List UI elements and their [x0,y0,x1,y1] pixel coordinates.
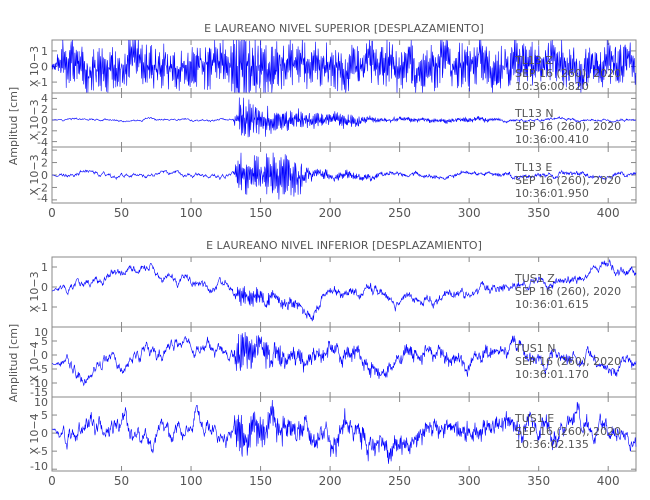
start-time-label: 10:36:00.820 [515,80,589,93]
y-scale-label: X 10−3 [28,46,41,87]
y-tick-label: -4 [37,192,48,205]
station-component-label: TL13 Z [514,54,553,67]
x-tick-label: 100 [180,474,203,488]
y-axis-label-lower: Amplitud [cm] [7,324,20,402]
station-component-label: TUS1 Z [514,272,555,285]
y-tick-label: -4 [37,136,48,149]
y-scale-label: X 10−3 [28,271,41,312]
y-tick-label: -15 [30,386,48,399]
x-tick-label: 200 [319,206,342,220]
start-time-label: 10:36:02.135 [515,438,589,451]
y-tick-label: 0 [41,427,48,440]
y-tick-label: -10 [30,460,48,473]
waveform-trace [51,39,637,94]
x-tick-label: 350 [527,474,550,488]
y-tick-label: 2 [41,103,48,116]
chart-title-lower: E LAUREANO NIVEL INFERIOR [DESPLAZAMIENT… [206,239,482,252]
waveform-trace [51,258,637,322]
x-tick-label: 400 [597,474,620,488]
y-tick-label: -5 [37,445,48,458]
y-tick-label: 0 [41,114,48,127]
y-tick-label: -1 [37,76,48,89]
y-tick-label: 10 [34,326,48,339]
y-tick-label: 4 [41,92,48,105]
station-component-label: TL13 N [514,107,554,120]
y-tick-label: -5 [37,363,48,376]
y-tick-label: -10 [30,377,48,390]
x-tick-label: 350 [527,206,550,220]
x-tick-label: 0 [48,474,56,488]
y-tick-label: 0 [41,61,48,74]
waveform-trace [52,97,637,138]
y-tick-label: -1 [37,301,48,314]
x-tick-label: 150 [249,206,272,220]
date-label: SEP 16 (260), 2020 [515,120,621,133]
y-tick-label: 2 [41,157,48,170]
start-time-label: 10:36:01.170 [515,368,589,381]
x-tick-label: 200 [319,474,342,488]
date-label: SEP 16 (260), 2020 [515,67,621,80]
y-tick-label: 0 [41,281,48,294]
y-tick-label: 1 [41,45,48,58]
date-label: SEP 16 (260), 2020 [515,425,621,438]
y-tick-label: -2 [37,125,48,138]
x-tick-label: 250 [388,474,411,488]
x-tick-label: 150 [249,474,272,488]
date-label: SEP 16 (260), 2020 [515,355,621,368]
station-component-label: TUS1 E [514,412,554,425]
chart-title-upper: E LAUREANO NIVEL SUPERIOR [DESPLAZAMIENT… [204,22,484,35]
y-tick-label: -2 [37,181,48,194]
x-tick-label: 300 [458,474,481,488]
y-tick-label: 5 [41,409,48,422]
y-scale-label: X 10−3 [28,154,41,195]
station-component-label: TL13 E [514,161,552,174]
start-time-label: 10:36:01.615 [515,298,589,311]
waveform-trace [51,332,637,387]
y-axis-label-upper: Amplitud [cm] [7,87,20,165]
y-tick-label: 4 [41,146,48,159]
y-tick-label: 0 [41,169,48,182]
y-tick-label: 5 [41,335,48,348]
start-time-label: 10:36:01.950 [515,187,589,200]
start-time-label: 10:36:00.410 [515,133,589,146]
x-tick-label: 100 [180,206,203,220]
date-label: SEP 16 (260), 2020 [515,174,621,187]
date-label: SEP 16 (260), 2020 [515,285,621,298]
x-tick-label: 250 [388,206,411,220]
waveform-trace [52,152,637,200]
y-tick-label: 10 [34,396,48,409]
waveform-trace [51,399,637,464]
x-tick-label: 50 [114,474,129,488]
x-tick-label: 50 [114,206,129,220]
station-component-label: TUS1 N [514,342,555,355]
panel-frame [51,396,637,472]
y-tick-label: 0 [41,349,48,362]
y-scale-label: X 10−4 [28,341,41,382]
y-scale-label: X 10−3 [28,99,41,140]
x-tick-label: 300 [458,206,481,220]
x-tick-label: 400 [597,206,620,220]
y-tick-label: 1 [41,261,48,274]
y-scale-label: X 10−4 [28,413,41,454]
x-tick-label: 0 [48,206,56,220]
